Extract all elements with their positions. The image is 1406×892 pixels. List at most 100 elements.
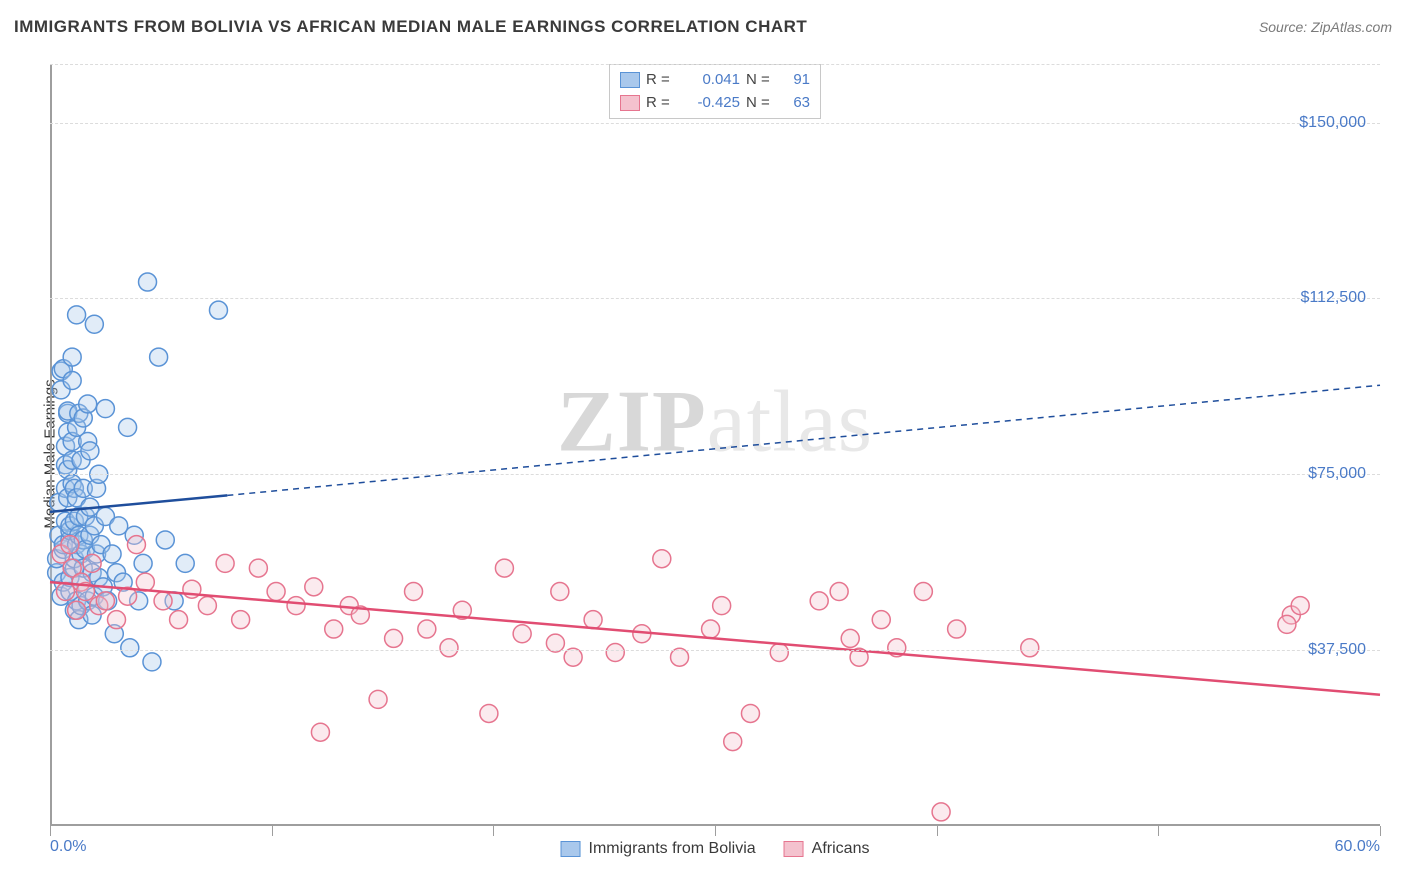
regression-extrapolation [227,385,1380,495]
data-point [127,536,145,554]
data-point [1021,639,1039,657]
data-point [480,704,498,722]
data-point [176,554,194,572]
x-tick-label: 60.0% [1335,838,1380,856]
data-point [770,643,788,661]
data-point [198,597,216,615]
data-point [108,611,126,629]
data-point [143,653,161,671]
data-point [513,625,531,643]
data-point [139,273,157,291]
data-point [914,583,932,601]
title-bar: IMMIGRANTS FROM BOLIVIA VS AFRICAN MEDIA… [14,12,1392,42]
data-point [841,629,859,647]
data-point [741,704,759,722]
r-label: R = [646,69,674,92]
x-tick [272,826,273,836]
data-point [156,531,174,549]
legend-swatch [784,841,804,857]
data-point [96,400,114,418]
data-point [495,559,513,577]
data-point [81,442,99,460]
x-tick [1158,826,1159,836]
data-point [305,578,323,596]
data-point [216,554,234,572]
x-tick [1380,826,1381,836]
r-label: R = [646,92,674,115]
y-tick-label: $37,500 [1308,641,1366,659]
data-point [103,545,121,563]
data-point [85,315,103,333]
legend-swatch [561,841,581,857]
stats-row: R = 0.041 N = 91 [620,69,810,92]
data-point [63,348,81,366]
data-point [287,597,305,615]
data-point [713,597,731,615]
data-point [369,690,387,708]
n-value: 63 [780,92,810,115]
data-point [385,629,403,647]
data-point [606,643,624,661]
legend-label: Immigrants from Bolivia [589,840,756,858]
gridline [50,298,1380,299]
gridline [50,650,1380,651]
data-point [311,723,329,741]
x-tick-label: 0.0% [50,838,86,856]
data-point [68,601,86,619]
data-point [61,536,79,554]
data-point [418,620,436,638]
y-tick-label: $75,000 [1308,465,1366,483]
plot-area: Median Male Earnings ZIPatlas R =0.041N … [50,64,1380,826]
source-credit: Source: ZipAtlas.com [1259,19,1392,35]
n-label: N = [746,69,774,92]
x-tick [715,826,716,836]
n-value: 91 [780,69,810,92]
data-point [134,554,152,572]
data-point [79,395,97,413]
stats-legend: R = 0.041 N = 91 R = -0.425 N = 63 [609,64,821,119]
data-point [584,611,602,629]
legend-item: Immigrants from Bolivia [561,840,756,858]
data-point [653,550,671,568]
data-point [96,592,114,610]
gridline [50,474,1380,475]
x-tick [937,826,938,836]
chart-title: IMMIGRANTS FROM BOLIVIA VS AFRICAN MEDIA… [14,17,807,37]
data-point [810,592,828,610]
data-point [121,639,139,657]
data-point [249,559,267,577]
legend-swatch [620,72,640,88]
x-tick [50,826,51,836]
data-point [1291,597,1309,615]
x-tick [493,826,494,836]
series-legend: Immigrants from Bolivia Africans [561,840,870,858]
r-value: 0.041 [680,69,740,92]
data-point [830,583,848,601]
data-point [948,620,966,638]
data-point [232,611,250,629]
legend-swatch [620,95,640,111]
data-point [68,306,86,324]
legend-item: Africans [784,840,870,858]
data-point [724,733,742,751]
data-point [932,803,950,821]
data-point [1278,615,1296,633]
data-point [83,554,101,572]
gridline [50,64,1380,65]
data-point [119,418,137,436]
data-point [63,372,81,390]
data-point [150,348,168,366]
gridline [50,123,1380,124]
data-point [209,301,227,319]
data-point [154,592,172,610]
n-label: N = [746,92,774,115]
data-point [267,583,285,601]
data-point [872,611,890,629]
data-point [325,620,343,638]
y-tick-label: $112,500 [1300,289,1366,307]
data-point [405,583,423,601]
y-tick-label: $150,000 [1299,114,1366,132]
chart-svg [50,64,1380,826]
r-value: -0.425 [680,92,740,115]
data-point [551,583,569,601]
